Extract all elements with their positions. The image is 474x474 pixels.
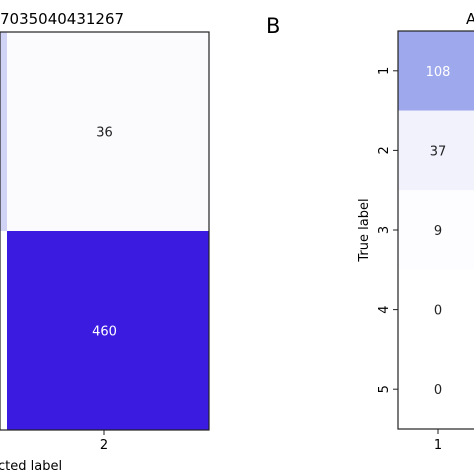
cell-value-label: 9 — [434, 224, 442, 239]
heatmap-cell — [7, 231, 209, 430]
panel-b: A 108 37 9 0 0 1 2 3 4 5 True label 1 — [357, 10, 474, 453]
y-tick-label: 5 — [377, 385, 392, 393]
heatmap-cell — [398, 349, 474, 429]
heatmap-cell — [398, 190, 474, 270]
heatmap-cell — [398, 269, 474, 350]
heatmap-cell — [398, 110, 474, 191]
panel-b-title: A — [466, 10, 474, 28]
panel-a: 7035040431267 36 460 2 cted label — [0, 10, 210, 474]
cell-value-label: 0 — [434, 304, 442, 319]
heatmap-cell — [7, 32, 209, 231]
panel-a-title: 7035040431267 — [0, 10, 124, 28]
panel-b-y-axis-label: True label — [357, 198, 372, 262]
panel-b-y-ticks: 1 2 3 4 5 — [377, 67, 398, 393]
y-tick-label: 3 — [377, 226, 392, 234]
y-tick-label: 1 — [377, 67, 392, 75]
panel-a-edge-strip — [0, 32, 7, 231]
heatmap-cell — [398, 31, 474, 111]
cell-value-label: 37 — [430, 144, 447, 159]
panel-b-x-tick-label: 1 — [434, 438, 442, 453]
y-tick-label: 4 — [377, 305, 392, 313]
cell-value-label: 36 — [96, 126, 113, 141]
panel-a-x-tick-label: 2 — [100, 438, 108, 453]
panel-b-letter: B — [266, 14, 280, 38]
panel-b-cells: 108 37 9 0 0 — [398, 31, 474, 429]
cell-value-label: 108 — [426, 65, 451, 80]
cell-value-label: 0 — [434, 383, 442, 398]
y-tick-label: 2 — [377, 146, 392, 154]
cell-value-label: 460 — [92, 325, 117, 340]
panel-a-cells: 36 460 — [0, 32, 209, 430]
panel-a-x-axis-label: cted label — [0, 459, 62, 474]
